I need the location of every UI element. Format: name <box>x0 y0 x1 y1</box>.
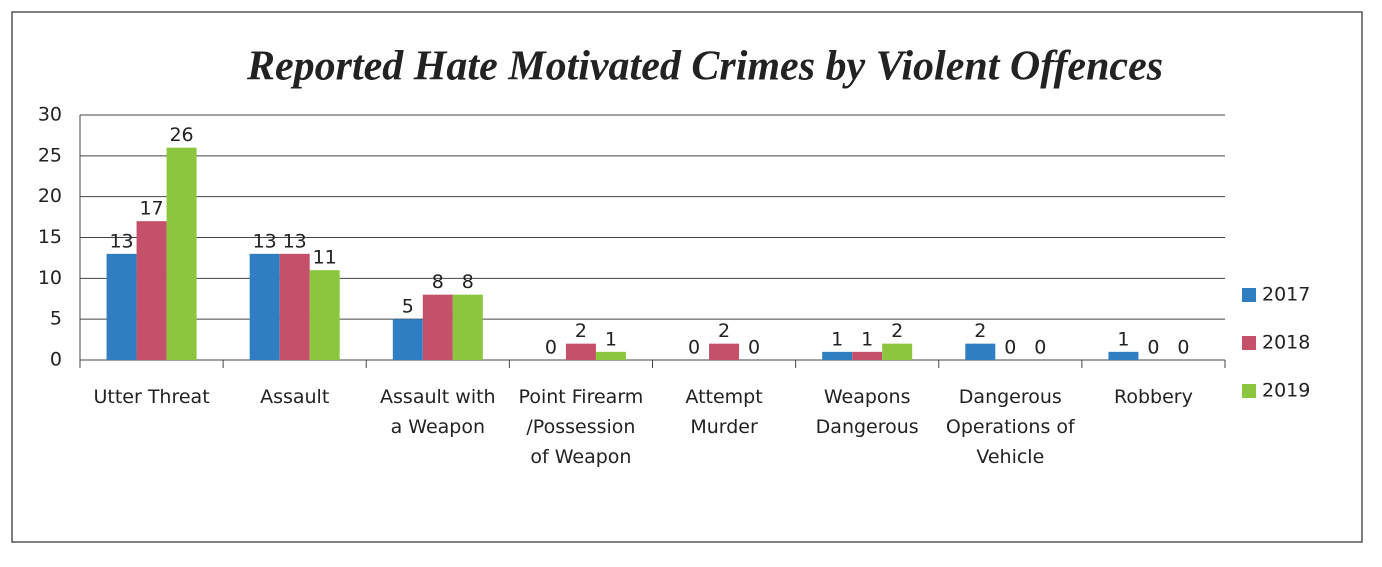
data-label: 0 <box>545 337 557 359</box>
bar <box>709 343 740 360</box>
legend-label: 2017 <box>1262 284 1310 306</box>
data-label: 1 <box>831 328 843 350</box>
chart-frame <box>11 11 1363 543</box>
bar <box>136 221 167 360</box>
bar <box>309 270 340 360</box>
bar <box>279 253 310 360</box>
bar <box>565 343 596 360</box>
data-label: 13 <box>283 230 307 252</box>
y-tick-label: 5 <box>50 308 62 330</box>
bar <box>965 343 996 360</box>
data-label: 0 <box>1177 337 1189 359</box>
data-label: 0 <box>1034 337 1046 359</box>
data-label: 0 <box>688 337 700 359</box>
data-label: 1 <box>605 328 617 350</box>
bar <box>882 343 913 360</box>
legend-label: 2018 <box>1262 332 1310 354</box>
chart-title: Reported Hate Motivated Crimes by Violen… <box>246 44 1163 90</box>
bar <box>1108 351 1139 360</box>
data-label: 1 <box>1117 328 1129 350</box>
x-tick-label: Robbery <box>1114 386 1193 408</box>
legend-swatch <box>1242 336 1256 350</box>
data-label: 26 <box>169 124 193 146</box>
legend-label: 2019 <box>1262 380 1310 402</box>
data-label: 8 <box>462 271 474 293</box>
data-label: 1 <box>861 328 873 350</box>
y-tick-label: 10 <box>38 267 62 289</box>
bar <box>452 294 483 360</box>
x-tick-label: Assault with a Weapon <box>380 386 496 438</box>
y-tick-label: 0 <box>50 349 62 371</box>
data-label: 13 <box>109 230 133 252</box>
data-label: 11 <box>313 247 337 269</box>
legend-swatch <box>1242 288 1256 302</box>
bar <box>392 319 423 360</box>
y-tick-label: 25 <box>38 144 62 166</box>
data-label: 13 <box>253 230 277 252</box>
legend-swatch <box>1242 384 1256 398</box>
data-label: 0 <box>748 337 760 359</box>
data-label: 2 <box>891 320 903 342</box>
x-tick-label: Assault <box>260 386 330 408</box>
x-tick-label: Weapons Dangerous <box>815 386 919 438</box>
data-label: 2 <box>718 320 730 342</box>
bar <box>422 294 453 360</box>
y-tick-label: 30 <box>38 104 62 126</box>
x-tick-label: Utter Threat <box>93 386 210 408</box>
data-label: 0 <box>1004 337 1016 359</box>
data-label: 0 <box>1147 337 1159 359</box>
bar <box>249 253 280 360</box>
bar <box>852 351 883 360</box>
bar <box>166 147 197 360</box>
data-label: 17 <box>139 198 163 220</box>
x-tick-label: Attempt Murder <box>685 386 763 438</box>
y-tick-label: 15 <box>38 226 62 248</box>
bar <box>595 351 626 360</box>
data-label: 2 <box>974 320 986 342</box>
data-label: 2 <box>575 320 587 342</box>
data-label: 8 <box>432 271 444 293</box>
x-tick-label: Dangerous Operations of Vehicle <box>945 386 1075 468</box>
y-tick-label: 20 <box>38 185 62 207</box>
bar <box>106 253 137 360</box>
data-label: 5 <box>402 296 414 318</box>
bar <box>822 351 853 360</box>
x-tick-label: Point Firearm /Possession of Weapon <box>518 386 644 468</box>
